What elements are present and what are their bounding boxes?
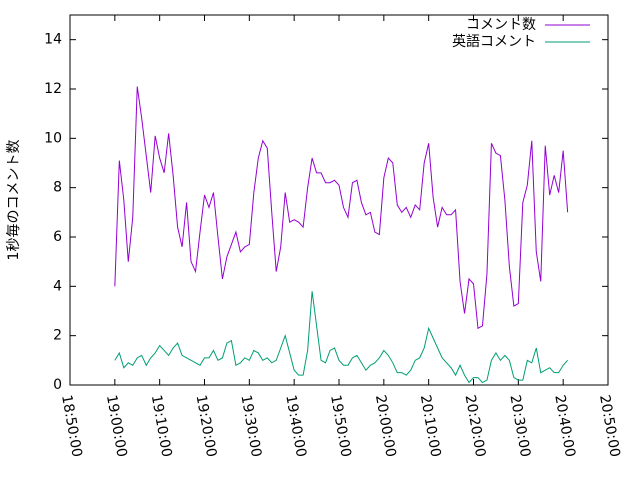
y-tick-label: 0	[53, 377, 62, 393]
x-tick-label: 20:50:00	[596, 394, 623, 459]
x-tick-label: 19:40:00	[282, 394, 309, 459]
y-tick-label: 12	[44, 81, 62, 97]
series-line	[114, 291, 569, 384]
y-tick-label: 8	[53, 180, 62, 196]
y-tick-label: 4	[53, 278, 62, 294]
y-axis-label: 1秒毎のコメント数	[6, 140, 22, 261]
x-tick-label: 19:50:00	[327, 394, 354, 459]
x-tick-label: 20:10:00	[417, 394, 444, 459]
x-tick-label: 20:20:00	[462, 394, 489, 459]
y-tick-label: 6	[53, 229, 62, 245]
x-tick-label: 18:50:00	[58, 394, 85, 459]
x-tick-label: 19:30:00	[237, 394, 264, 459]
legend-label: コメント数	[466, 17, 536, 33]
y-tick-label: 10	[44, 130, 62, 146]
plot-border	[69, 14, 609, 386]
y-tick-label: 2	[53, 328, 62, 344]
legend-label: 英語コメント	[452, 33, 536, 50]
x-tick-label: 20:40:00	[551, 394, 578, 459]
x-tick-label: 20:30:00	[506, 394, 533, 459]
y-tick-label: 14	[44, 32, 62, 48]
x-tick-label: 20:00:00	[372, 394, 399, 459]
x-tick-label: 19:20:00	[193, 394, 220, 459]
x-tick-label: 19:00:00	[103, 394, 130, 459]
x-tick-label: 19:10:00	[148, 394, 175, 459]
series-line	[114, 86, 569, 330]
